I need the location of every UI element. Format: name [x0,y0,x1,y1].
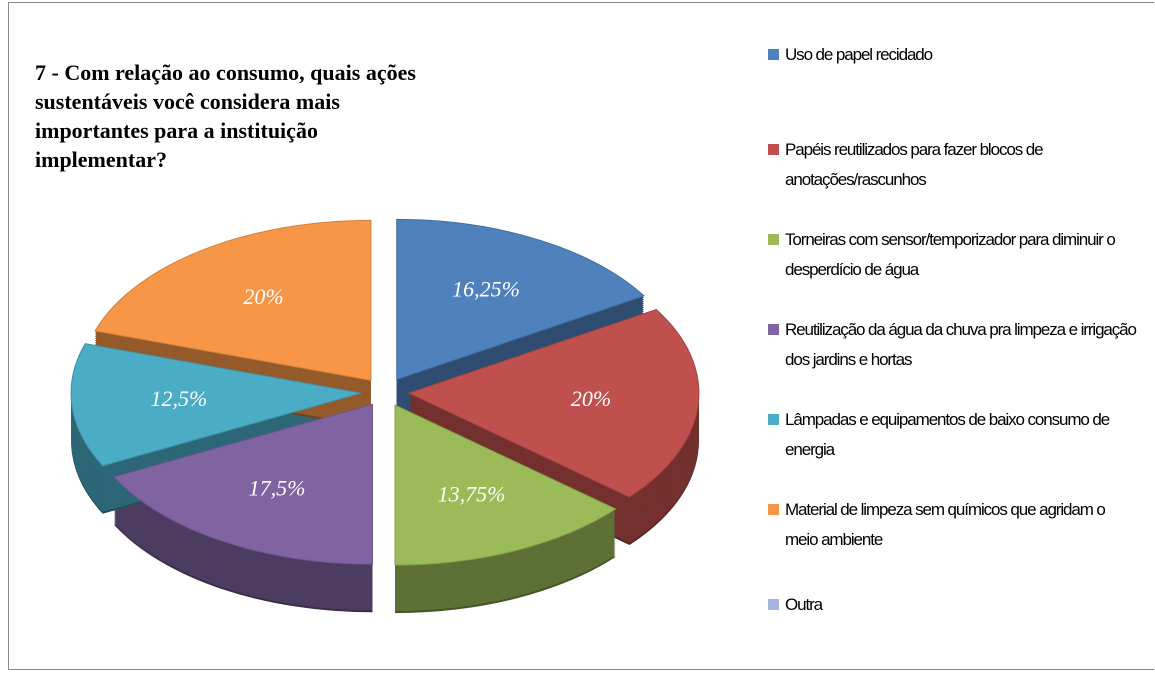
data-label: 16,25% [452,277,520,302]
legend-entry: Lâmpadas e equipamentos de baixo consumo… [768,405,1138,465]
legend-swatch [768,49,779,60]
legend-entry: Outra [768,590,823,620]
legend-swatch [768,144,779,155]
data-label: 12,5% [151,386,208,411]
slice [396,218,645,381]
legend-label: Reutilização da água da chuva pra limpez… [785,320,1137,369]
legend-entry: Uso de papel recidado [768,40,933,70]
data-label: 20% [243,284,283,309]
slice [113,403,373,565]
slice [94,219,372,381]
legend-label: Papéis reutilizados para fazer blocos de… [785,140,1044,189]
legend-swatch [768,234,779,245]
legend-swatch [768,324,779,335]
slice [407,308,700,498]
legend-entry: Reutilização da água da chuva pra limpez… [768,315,1138,375]
data-label: 17,5% [249,475,306,500]
slice [70,343,362,467]
chart-title: 7 - Com relação ao consumo, quais ações … [35,60,416,172]
slice [394,404,617,566]
data-label: 13,75% [438,482,506,507]
data-label: 20% [571,386,611,411]
legend-label: Uso de papel recidado [785,45,933,64]
chart-frame [8,2,1154,670]
legend-label: Material de limpeza sem químicos que agr… [785,500,1106,549]
legend-swatch [768,504,779,515]
legend-label: Lâmpadas e equipamentos de baixo consumo… [785,410,1110,459]
legend-label: Torneiras com sensor/temporizador para d… [785,230,1116,279]
slice-tops [70,218,700,566]
legend-label: Outra [785,595,823,614]
legend-swatch [768,599,779,610]
legend-swatch [768,414,779,425]
legend-entry: Material de limpeza sem químicos que agr… [768,495,1138,555]
legend-entry: Papéis reutilizados para fazer blocos de… [768,135,1138,195]
legend-entry: Torneiras com sensor/temporizador para d… [768,225,1138,285]
